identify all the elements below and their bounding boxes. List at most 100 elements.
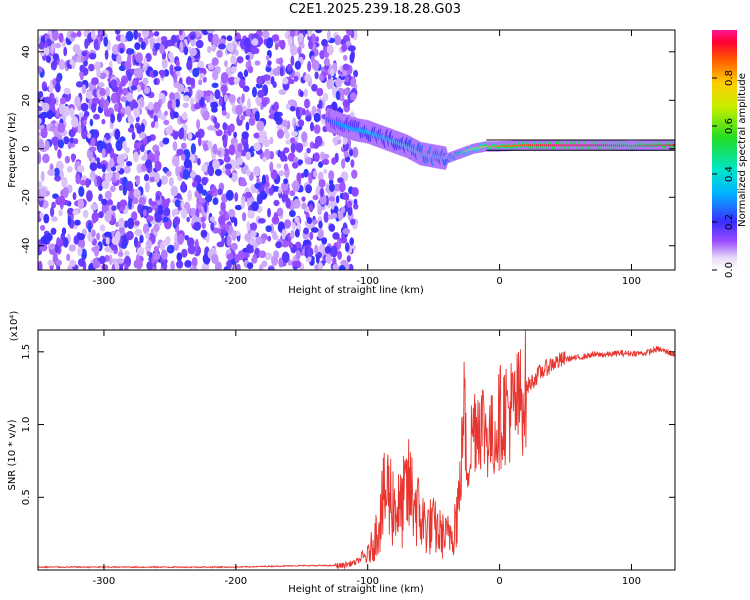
noise-cell [214,169,222,176]
noise-cell [50,227,57,235]
noise-cell [116,164,121,172]
noise-cell [265,225,272,233]
noise-cell [304,156,312,165]
noise-cell [48,101,56,111]
noise-cell [181,112,188,121]
noise-cell [57,122,66,133]
noise-cell [270,76,275,85]
noise-cell [314,71,319,80]
noise-cell [212,33,220,46]
noise-cell [162,262,168,270]
noise-cell [265,55,270,61]
noise-cell [133,30,139,40]
noise-cell [350,218,356,226]
noise-cell [118,83,123,94]
noise-cell [61,176,68,189]
noise-cell [304,73,312,83]
noise-cell [245,151,251,161]
noise-cell [57,139,64,149]
noise-cell [77,198,85,210]
noise-cell [337,210,344,221]
noise-cell [223,94,229,103]
noise-cell [353,69,359,78]
noise-cell [259,264,264,270]
noise-cell [323,52,330,58]
noise-cell [166,170,172,177]
noise-cell [118,225,125,236]
noise-cell [62,187,69,198]
noise-cell [166,244,175,254]
noise-cell [135,52,143,64]
snr-line [38,330,675,570]
noise-cell [43,213,50,224]
noise-cell [154,150,161,158]
noise-cell [38,249,42,256]
noise-cell [226,235,232,247]
noise-cell [87,132,92,139]
noise-cell [288,241,294,249]
noise-cell [127,115,135,125]
noise-cell [305,184,312,194]
noise-cell [205,90,211,97]
noise-cell [253,142,261,152]
noise-cell [169,92,175,101]
noise-cell [305,115,312,122]
noise-cell [262,139,271,147]
noise-cell [203,201,208,213]
noise-cell [161,58,168,69]
noise-cell [253,47,260,55]
noise-cell [181,153,186,161]
signal-core [672,143,675,147]
noise-cell [196,94,202,101]
heatmap-frame [37,29,676,271]
noise-cell [211,82,219,89]
noise-cell [128,198,132,210]
noise-cell [212,159,220,170]
top-x-axis-label: Height of straight line (km) [288,285,424,296]
noise-cell [349,92,357,101]
noise-cell [321,237,328,245]
noise-cell [251,201,259,212]
colorbar-tick-label: 0.6 [724,118,735,134]
noise-cell [274,42,279,51]
snr-series [38,330,675,570]
noise-cell [43,85,48,92]
noise-cell [291,131,299,137]
noise-cell [89,162,98,172]
top-x-axis: -300 -200 -100 0 100 [93,30,641,287]
noise-cell [113,153,118,165]
noise-cell [331,157,337,165]
noise-cell [93,129,99,139]
noise-cell [318,220,323,229]
noise-cell [196,119,201,130]
noise-cell [293,156,299,163]
noise-cell [352,146,359,158]
noise-cell [147,108,154,116]
noise-cell [260,238,266,244]
noise-cell [77,165,85,173]
noise-cell [214,89,221,100]
noise-cell [277,187,282,194]
noise-cell [219,210,225,216]
noise-cell [294,216,300,224]
noise-cell [311,33,316,45]
noise-cell [327,30,331,41]
noise-cell [230,55,237,65]
noise-cell [246,220,251,231]
noise-cell [201,263,207,270]
noise-cell [189,48,198,57]
noise-cell [182,102,189,109]
noise-cell [80,122,85,132]
noise-cell [123,165,131,174]
noise-cell [96,175,101,187]
noise-cell [309,231,314,241]
noise-cell [247,65,254,74]
noise-cell [120,96,128,102]
noise-cell [234,254,240,264]
noise-cell [347,200,353,208]
noise-cell [228,209,236,218]
noise-cell [258,250,267,259]
x-tick-label: 0 [496,576,502,587]
noise-cell [201,164,208,173]
noise-cell [170,185,179,197]
